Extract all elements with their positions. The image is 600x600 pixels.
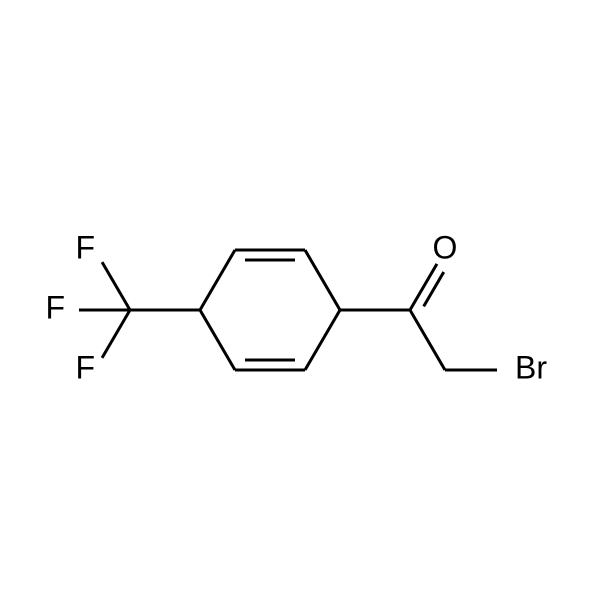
atom-label-o: O: [433, 229, 458, 265]
bond-line: [102, 310, 130, 358]
bond-line: [305, 250, 340, 310]
atom-label-br: Br: [515, 349, 547, 385]
bond-line: [305, 310, 340, 370]
bond-line: [424, 272, 444, 306]
bond-line: [200, 250, 235, 310]
chemical-structure-diagram: FFFOBr: [0, 0, 600, 600]
bond-line: [200, 310, 235, 370]
atom-label-f: F: [45, 289, 65, 325]
atom-label-f: F: [75, 229, 95, 265]
bond-line: [410, 264, 437, 310]
bond-line: [410, 310, 445, 370]
bond-line: [102, 262, 130, 310]
atom-label-f: F: [75, 349, 95, 385]
